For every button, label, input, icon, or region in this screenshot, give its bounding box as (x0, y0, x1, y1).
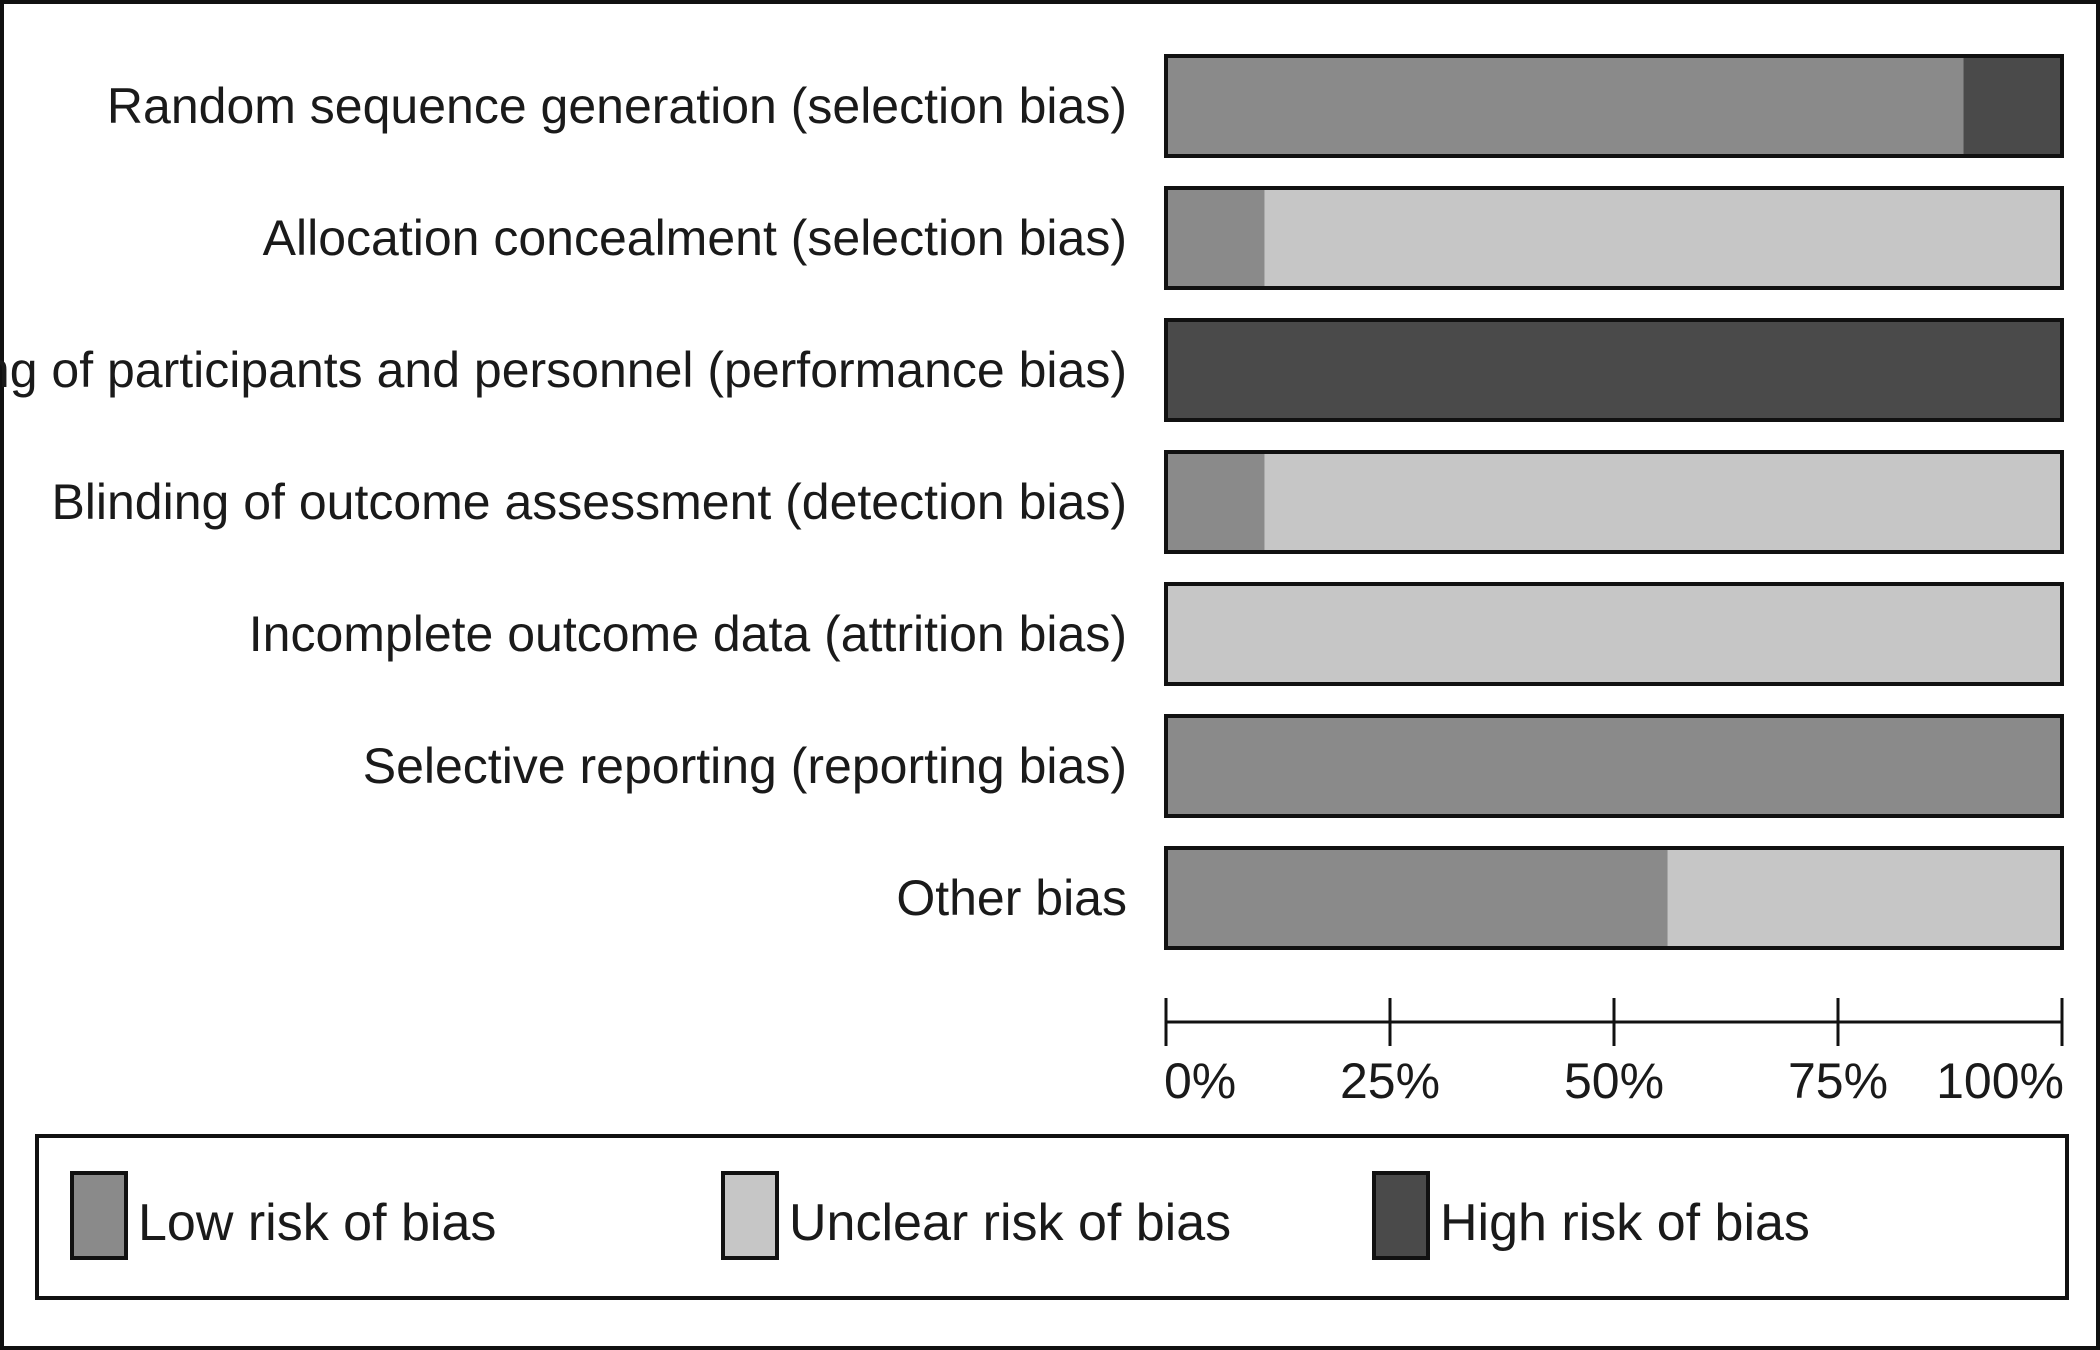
bar-row-blinding-of-participants-and-personnel-performance-bias: Blinding of participants and personnel (… (0, 318, 2064, 422)
row-label: Blinding of outcome assessment (detectio… (51, 474, 1127, 530)
bar-segment-low-risk-of-bias (1166, 848, 1668, 948)
legend: Low risk of bias Unclear risk of bias High… (35, 1134, 2069, 1300)
x-tick-label: 100% (1936, 1053, 2064, 1109)
bar-outline (1164, 846, 2064, 950)
bar-row-allocation-concealment-selection-bias: Allocation concealment (selection bias) (263, 186, 2064, 290)
row-label: Other bias (896, 870, 1127, 926)
row-label: Blinding of participants and personnel (… (0, 342, 1127, 398)
legend-item-high-risk-of-bias: High risk of bias (1372, 1171, 1810, 1260)
bar-segment-low-risk-of-bias (1166, 716, 2062, 816)
x-tick-label: 50% (1564, 1053, 1664, 1109)
legend-label: Low risk of bias (138, 1194, 496, 1252)
x-tick-label: 75% (1788, 1053, 1888, 1109)
bar-segment-high-risk-of-bias (1166, 320, 2062, 420)
bar-segment-low-risk-of-bias (1166, 188, 1265, 288)
bar-segment-low-risk-of-bias (1166, 56, 1964, 156)
legend-label: Unclear risk of bias (789, 1194, 1231, 1252)
bar-outline (1164, 318, 2064, 422)
row-label: Random sequence generation (selection bi… (107, 78, 1127, 134)
bar-row-selective-reporting-reporting-bias: Selective reporting (reporting bias) (363, 714, 2064, 818)
legend-item-low-risk-of-bias: Low risk of bias (70, 1171, 496, 1260)
legend-swatch (70, 1171, 128, 1260)
x-tick-label: 0% (1164, 1053, 1236, 1109)
bar-segment-unclear-risk-of-bias (1264, 452, 2062, 552)
bar-segment-low-risk-of-bias (1166, 452, 1265, 552)
legend-label: High risk of bias (1440, 1194, 1810, 1252)
x-tick-label: 25% (1340, 1053, 1440, 1109)
bar-outline (1164, 582, 2064, 686)
bar-row-blinding-of-outcome-assessment-detection-bias: Blinding of outcome assessment (detectio… (51, 450, 2064, 554)
legend-frame (35, 1134, 2069, 1300)
bar-outline (1164, 54, 2064, 158)
row-label: Allocation concealment (selection bias) (263, 210, 1127, 266)
bar-row-other-bias: Other bias (896, 846, 2064, 950)
bar-segment-unclear-risk-of-bias (1264, 188, 2062, 288)
x-axis: 0% 25% 50% 75% 100% (1164, 998, 2064, 1109)
row-label: Selective reporting (reporting bias) (363, 738, 1127, 794)
bar-row-incomplete-outcome-data-attrition-bias: Incomplete outcome data (attrition bias) (249, 582, 2064, 686)
bar-segment-unclear-risk-of-bias (1667, 848, 2062, 948)
legend-item-unclear-risk-of-bias: Unclear risk of bias (721, 1171, 1231, 1260)
bar-segment-unclear-risk-of-bias (1166, 584, 2062, 684)
row-label: Incomplete outcome data (attrition bias) (249, 606, 1127, 662)
legend-swatch (1372, 1171, 1430, 1260)
bar-outline (1164, 714, 2064, 818)
bar-row-random-sequence-generation-selection-bias: Random sequence generation (selection bi… (107, 54, 2064, 158)
bar-rows: Random sequence generation (selection bi… (0, 54, 2064, 950)
bar-outline (1164, 186, 2064, 290)
bar-outline (1164, 450, 2064, 554)
legend-swatch (721, 1171, 779, 1260)
bar-segment-high-risk-of-bias (1963, 56, 2062, 156)
